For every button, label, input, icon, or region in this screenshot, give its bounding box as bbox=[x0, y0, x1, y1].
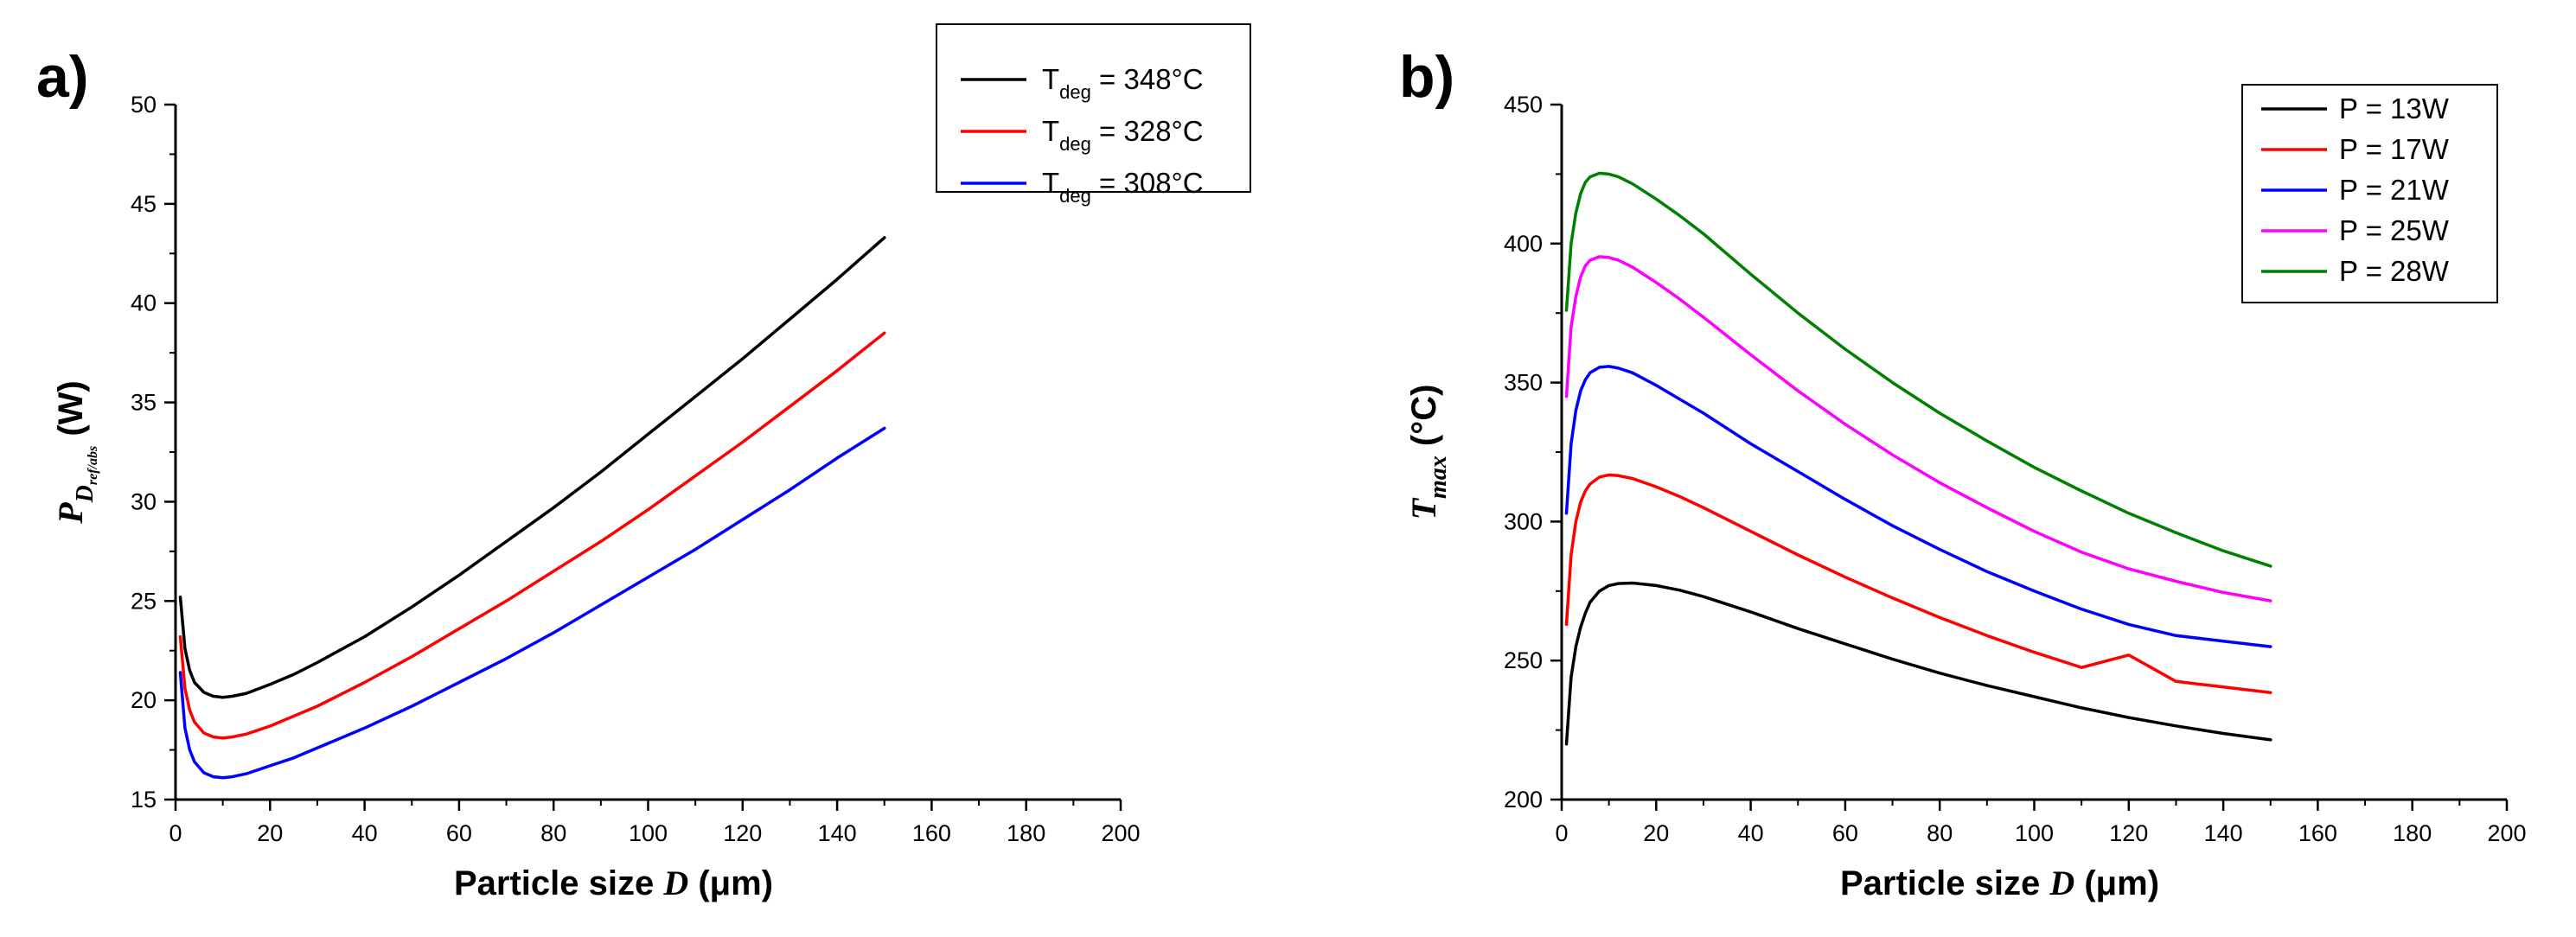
chart-panel-b: b) 0 20 40 60 80 100 120 140 160 180 200 200 250 300 35… bbox=[1399, 44, 2527, 902]
legend-entry-value: = 308°C bbox=[1091, 167, 1204, 199]
legend-entry: Tdeg = 328°C bbox=[1042, 115, 1204, 155]
y-axis-title-unit: (W) bbox=[52, 380, 90, 446]
legend-entry-text: P = 13W bbox=[2339, 92, 2450, 124]
x-tick-label: 40 bbox=[1738, 820, 1764, 846]
x-axis-title: Particle size D (μm) bbox=[454, 864, 773, 902]
y-tick-label: 20 bbox=[131, 687, 157, 713]
x-tick-label: 120 bbox=[2109, 820, 2148, 846]
legend-entry-text: P = 21W bbox=[2339, 174, 2450, 206]
series-line-b-0 bbox=[1564, 581, 2272, 746]
x-tick-label: 200 bbox=[1101, 820, 1140, 846]
y-tick-label: 45 bbox=[131, 191, 157, 217]
x-tick-label: 180 bbox=[1007, 820, 1045, 846]
x-tick-label: 160 bbox=[2298, 820, 2337, 846]
x-tick-label: 160 bbox=[912, 820, 951, 846]
legend-entry: P = 21W bbox=[2339, 174, 2450, 206]
legend-box bbox=[2241, 84, 2498, 303]
legend-entry: P = 13W bbox=[2339, 92, 2450, 124]
y-tick-label: 450 bbox=[1504, 92, 1543, 118]
y-axis-title-variable: P bbox=[51, 502, 90, 525]
series-line-b-3 bbox=[1564, 255, 2272, 602]
x-axis-title-unit: (μm) bbox=[2074, 864, 2159, 902]
x-tick-label: 180 bbox=[2393, 820, 2432, 846]
y-tick-label: 30 bbox=[131, 488, 157, 514]
legend-entry-text: P = 28W bbox=[2339, 255, 2450, 287]
x-tick-label: 80 bbox=[540, 820, 566, 846]
x-tick-label: 20 bbox=[1643, 820, 1669, 846]
series-line-b-4 bbox=[1564, 171, 2272, 568]
series-line-a-1 bbox=[178, 331, 886, 740]
x-tick-label: 100 bbox=[2015, 820, 2054, 846]
y-tick-label: 25 bbox=[131, 588, 157, 614]
y-tick-label: 250 bbox=[1504, 647, 1543, 673]
legend-entry-value: = 348°C bbox=[1091, 63, 1204, 95]
legend-entry: P = 25W bbox=[2339, 214, 2450, 246]
y-tick-label: 40 bbox=[131, 290, 157, 316]
series-line-a-0 bbox=[178, 236, 886, 699]
y-axis-title-unit: (°C) bbox=[1405, 385, 1443, 456]
y-axis-title-variable: T bbox=[1404, 497, 1443, 519]
x-tick-label: 120 bbox=[723, 820, 762, 846]
y-axis-title-subscript: max bbox=[1425, 456, 1452, 499]
y-tick-label: 15 bbox=[131, 787, 157, 813]
x-tick-label: 60 bbox=[446, 820, 472, 846]
x-tick-label: 0 bbox=[1555, 820, 1568, 846]
x-tick-label: 140 bbox=[2204, 820, 2243, 846]
legend-entry: Tdeg = 348°C bbox=[1042, 63, 1204, 103]
x-axis-title-prefix: Particle size bbox=[454, 864, 663, 902]
legend-entry: P = 17W bbox=[2339, 133, 2450, 165]
legend-entry-text: T bbox=[1042, 167, 1059, 199]
x-tick-label: 40 bbox=[352, 820, 378, 846]
x-tick-label: 20 bbox=[257, 820, 283, 846]
panel-label: a) bbox=[36, 44, 88, 110]
x-axis-title-unit: (μm) bbox=[688, 864, 773, 902]
y-tick-label: 350 bbox=[1504, 370, 1543, 396]
legend-entry-value: = 328°C bbox=[1091, 115, 1204, 147]
y-tick-label: 200 bbox=[1504, 787, 1543, 813]
x-tick-label: 80 bbox=[1927, 820, 1953, 846]
x-axis-title-variable: D bbox=[662, 864, 688, 902]
y-tick-label: 50 bbox=[131, 92, 157, 118]
y-axis-title: Tmax (°C) bbox=[1404, 385, 1452, 520]
series-line-a-2 bbox=[178, 426, 886, 780]
series-line-b-2 bbox=[1564, 365, 2272, 648]
legend-entry: Tdeg = 308°C bbox=[1042, 167, 1204, 207]
x-tick-label: 100 bbox=[629, 820, 668, 846]
legend-entry-subscript: deg bbox=[1059, 81, 1091, 103]
y-tick-label: 400 bbox=[1504, 231, 1543, 257]
legend-box bbox=[936, 23, 1251, 193]
x-tick-label: 60 bbox=[1832, 820, 1858, 846]
x-axis-title-variable: D bbox=[2049, 864, 2074, 902]
legend-entry-text: P = 17W bbox=[2339, 133, 2450, 165]
y-tick-label: 35 bbox=[131, 390, 157, 416]
x-tick-label: 140 bbox=[818, 820, 857, 846]
y-axis-title: PDref/abs (W) bbox=[51, 380, 100, 525]
panel-label: b) bbox=[1399, 44, 1454, 110]
y-axis-title-subscript: D bbox=[72, 485, 99, 503]
legend-entry-subscript: deg bbox=[1059, 133, 1091, 155]
y-tick-label: 300 bbox=[1504, 508, 1543, 534]
legend-entry: P = 28W bbox=[2339, 255, 2450, 287]
x-axis-title: Particle size D (μm) bbox=[1840, 864, 2159, 902]
legend-entry-text: T bbox=[1042, 115, 1059, 147]
x-tick-label: 200 bbox=[2487, 820, 2526, 846]
y-axis-title-sub-subscript: ref/abs bbox=[86, 446, 100, 485]
legend-entry-text: P = 25W bbox=[2339, 214, 2450, 246]
x-axis-title-prefix: Particle size bbox=[1840, 864, 2049, 902]
legend-entry-text: T bbox=[1042, 63, 1059, 95]
x-tick-label: 0 bbox=[169, 820, 182, 846]
series-line-b-1 bbox=[1564, 473, 2272, 694]
chart-panel-a: a) 0 20 40 60 80 100 120 140 160 180 200 15 20 25 30 35 4… bbox=[36, 23, 1251, 902]
legend-entry-subscript: deg bbox=[1059, 185, 1091, 207]
legend: P = 13W P = 17W P = 21W P = 25W P = 28W bbox=[2241, 84, 2498, 303]
